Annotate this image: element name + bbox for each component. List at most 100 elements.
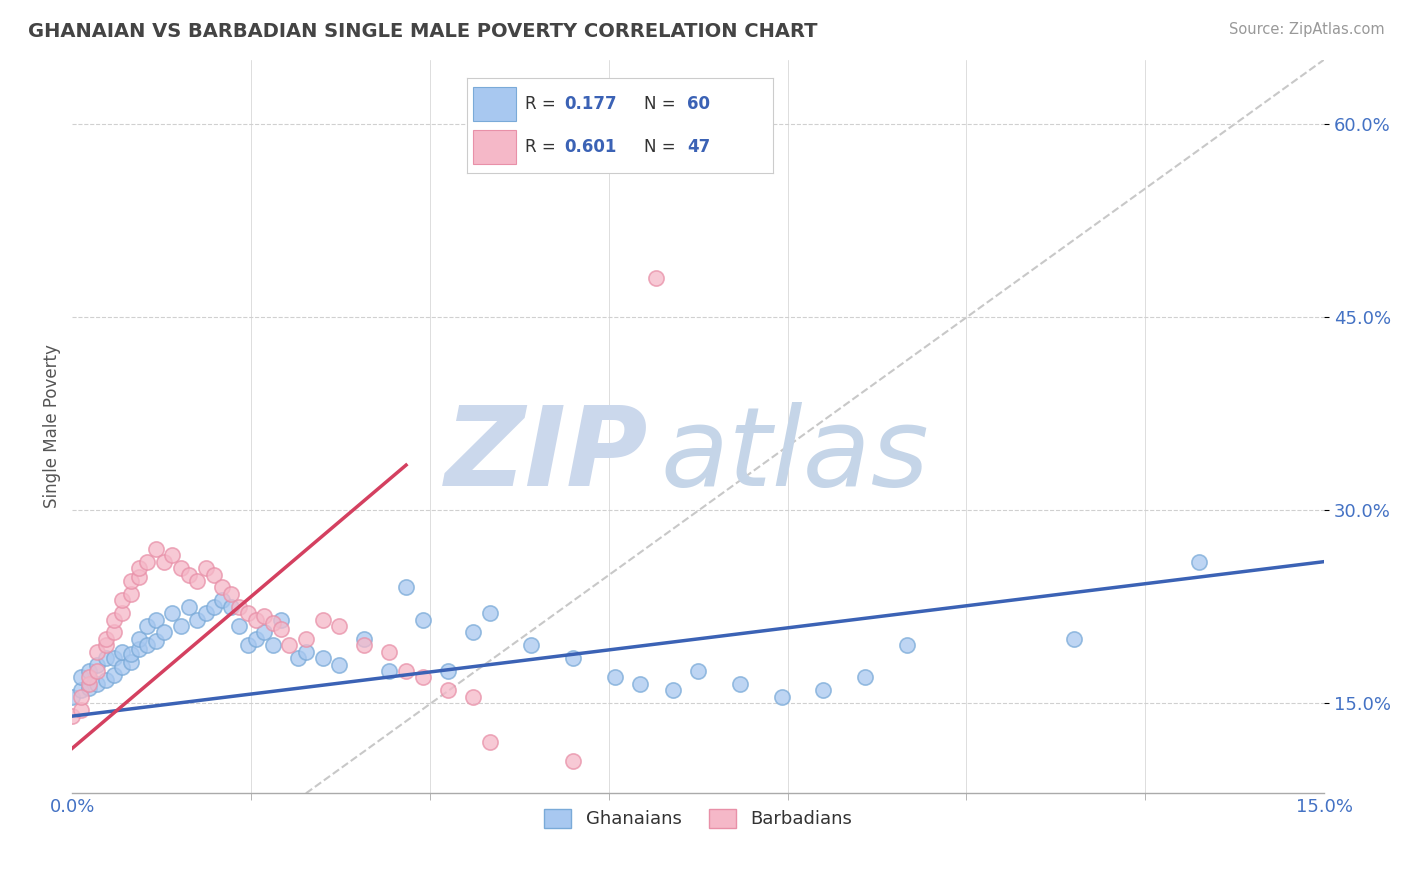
Barbadians (436, 683, 458, 698)
Barbadians (478, 735, 501, 749)
Barbadians (136, 555, 159, 569)
Ghanaians (1063, 632, 1085, 646)
Text: atlas: atlas (661, 402, 929, 509)
Barbadians (153, 555, 176, 569)
Ghanaians (77, 664, 100, 678)
Ghanaians (77, 681, 100, 695)
Barbadians (253, 608, 276, 623)
Barbadians (103, 613, 125, 627)
Barbadians (211, 581, 233, 595)
Ghanaians (328, 657, 350, 672)
Ghanaians (270, 613, 292, 627)
Ghanaians (662, 683, 685, 698)
Ghanaians (60, 690, 83, 704)
Barbadians (86, 664, 108, 678)
Barbadians (228, 599, 250, 614)
Ghanaians (211, 593, 233, 607)
Ghanaians (728, 677, 751, 691)
Ghanaians (353, 632, 375, 646)
Barbadians (194, 561, 217, 575)
Ghanaians (86, 677, 108, 691)
Ghanaians (120, 655, 142, 669)
Ghanaians (287, 651, 309, 665)
Text: Source: ZipAtlas.com: Source: ZipAtlas.com (1229, 22, 1385, 37)
Ghanaians (103, 651, 125, 665)
Barbadians (412, 671, 434, 685)
Ghanaians (186, 613, 208, 627)
Ghanaians (162, 606, 184, 620)
Ghanaians (245, 632, 267, 646)
Ghanaians (262, 638, 284, 652)
Ghanaians (1188, 555, 1211, 569)
Barbadians (202, 567, 225, 582)
Ghanaians (461, 625, 484, 640)
Barbadians (120, 574, 142, 588)
Barbadians (562, 754, 585, 768)
Barbadians (262, 616, 284, 631)
Ghanaians (228, 619, 250, 633)
Barbadians (236, 606, 259, 620)
Barbadians (86, 645, 108, 659)
Barbadians (461, 690, 484, 704)
Ghanaians (219, 599, 242, 614)
Barbadians (328, 619, 350, 633)
Ghanaians (120, 648, 142, 662)
Ghanaians (436, 664, 458, 678)
Barbadians (278, 638, 301, 652)
Ghanaians (111, 645, 134, 659)
Barbadians (378, 645, 401, 659)
Ghanaians (86, 657, 108, 672)
Barbadians (162, 548, 184, 562)
Ghanaians (478, 606, 501, 620)
Ghanaians (128, 642, 150, 657)
Ghanaians (520, 638, 543, 652)
Barbadians (128, 570, 150, 584)
Ghanaians (111, 660, 134, 674)
Ghanaians (770, 690, 793, 704)
Ghanaians (128, 632, 150, 646)
Ghanaians (94, 651, 117, 665)
Barbadians (219, 587, 242, 601)
Ghanaians (562, 651, 585, 665)
Ghanaians (170, 619, 193, 633)
Y-axis label: Single Male Poverty: Single Male Poverty (44, 344, 60, 508)
Barbadians (128, 561, 150, 575)
Barbadians (103, 625, 125, 640)
Ghanaians (145, 613, 167, 627)
Legend: Ghanaians, Barbadians: Ghanaians, Barbadians (537, 802, 859, 836)
Text: GHANAIAN VS BARBADIAN SINGLE MALE POVERTY CORRELATION CHART: GHANAIAN VS BARBADIAN SINGLE MALE POVERT… (28, 22, 818, 41)
Ghanaians (688, 664, 710, 678)
Barbadians (69, 703, 91, 717)
Ghanaians (813, 683, 835, 698)
Ghanaians (136, 619, 159, 633)
Ghanaians (69, 683, 91, 698)
Barbadians (145, 541, 167, 556)
Barbadians (69, 690, 91, 704)
Ghanaians (603, 671, 626, 685)
Barbadians (111, 606, 134, 620)
Barbadians (77, 671, 100, 685)
Ghanaians (153, 625, 176, 640)
Ghanaians (311, 651, 333, 665)
Barbadians (311, 613, 333, 627)
Ghanaians (853, 671, 876, 685)
Ghanaians (69, 671, 91, 685)
Barbadians (295, 632, 318, 646)
Barbadians (395, 664, 418, 678)
Barbadians (170, 561, 193, 575)
Ghanaians (136, 638, 159, 652)
Barbadians (270, 622, 292, 636)
Ghanaians (628, 677, 651, 691)
Ghanaians (145, 634, 167, 648)
Barbadians (186, 574, 208, 588)
Barbadians (353, 638, 375, 652)
Ghanaians (295, 645, 318, 659)
Ghanaians (103, 668, 125, 682)
Barbadians (120, 587, 142, 601)
Ghanaians (395, 581, 418, 595)
Barbadians (111, 593, 134, 607)
Barbadians (60, 709, 83, 723)
Barbadians (645, 271, 668, 285)
Ghanaians (412, 613, 434, 627)
Barbadians (245, 613, 267, 627)
